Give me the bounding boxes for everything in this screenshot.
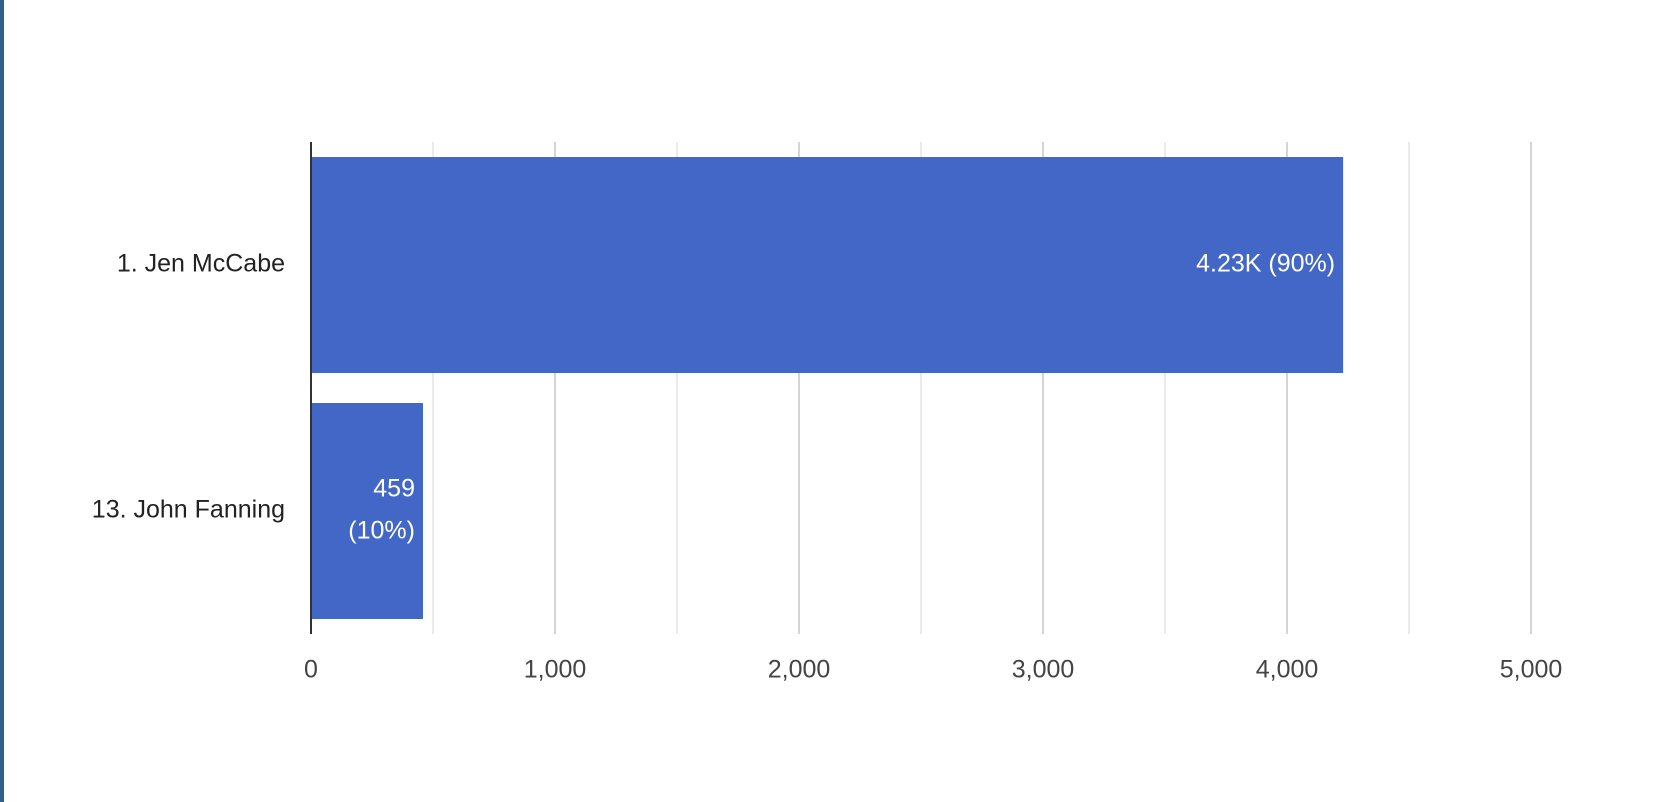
bars xyxy=(311,157,1344,619)
left-border xyxy=(0,0,4,802)
x-tick-label: 5,000 xyxy=(1500,656,1563,684)
x-tick-label: 4,000 xyxy=(1256,656,1319,684)
x-tick-label: 2,000 xyxy=(768,656,831,684)
bar-data-label: (10%) xyxy=(348,517,415,545)
chart-panel: 4.23K (90%) 1. Jen McCabe 459 (10%) 13. John… xyxy=(4,0,1660,802)
bar xyxy=(311,403,423,619)
category-label: 1. Jen McCabe xyxy=(117,250,285,278)
bar-data-label: 4.23K (90%) xyxy=(1196,250,1335,278)
labels: 4.23K (90%) 1. Jen McCabe 459 (10%) 13. John… xyxy=(92,250,1562,684)
x-tick-label: 3,000 xyxy=(1012,656,1075,684)
bar-data-label: 459 xyxy=(373,475,415,503)
bar-chart: 4.23K (90%) 1. Jen McCabe 459 (10%) 13. John… xyxy=(92,142,1562,684)
x-tick-label: 1,000 xyxy=(524,656,587,684)
category-label: 13. John Fanning xyxy=(92,496,285,524)
bar xyxy=(311,157,1344,373)
x-tick-label: 0 xyxy=(304,656,318,684)
